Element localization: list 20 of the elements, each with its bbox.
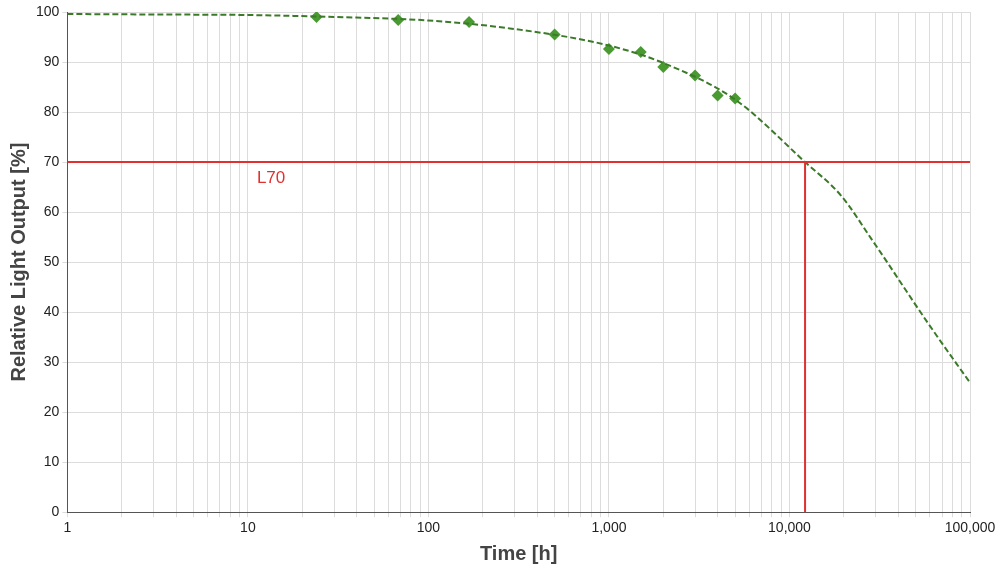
y-tick-label: 10 [43,453,60,470]
y-tick-label: 100 [36,2,60,19]
y-tick-label: 70 [43,152,60,169]
x-tick-label: 100 [416,519,441,536]
ref-line-label: L70 [256,168,286,188]
y-tick-label: 0 [51,503,60,520]
y-tick-label: 20 [43,403,60,420]
x-tick-label: 1,000 [591,519,627,536]
y-tick-label: 40 [43,302,60,319]
y-axis-title: Relative Light Output [%] [6,142,29,382]
x-axis-title: Time [h] [479,541,558,564]
x-tick-label: 100,000 [944,519,996,536]
x-tick-label: 10,000 [768,519,812,536]
y-tick-label: 90 [43,52,60,69]
y-tick-label: 30 [43,353,60,369]
y-tick-label: 50 [43,252,60,269]
y-tick-label: 60 [43,202,60,219]
x-tick-label: 1 [63,519,72,536]
y-tick-label: 80 [43,102,60,119]
x-tick-label: 10 [240,519,256,536]
